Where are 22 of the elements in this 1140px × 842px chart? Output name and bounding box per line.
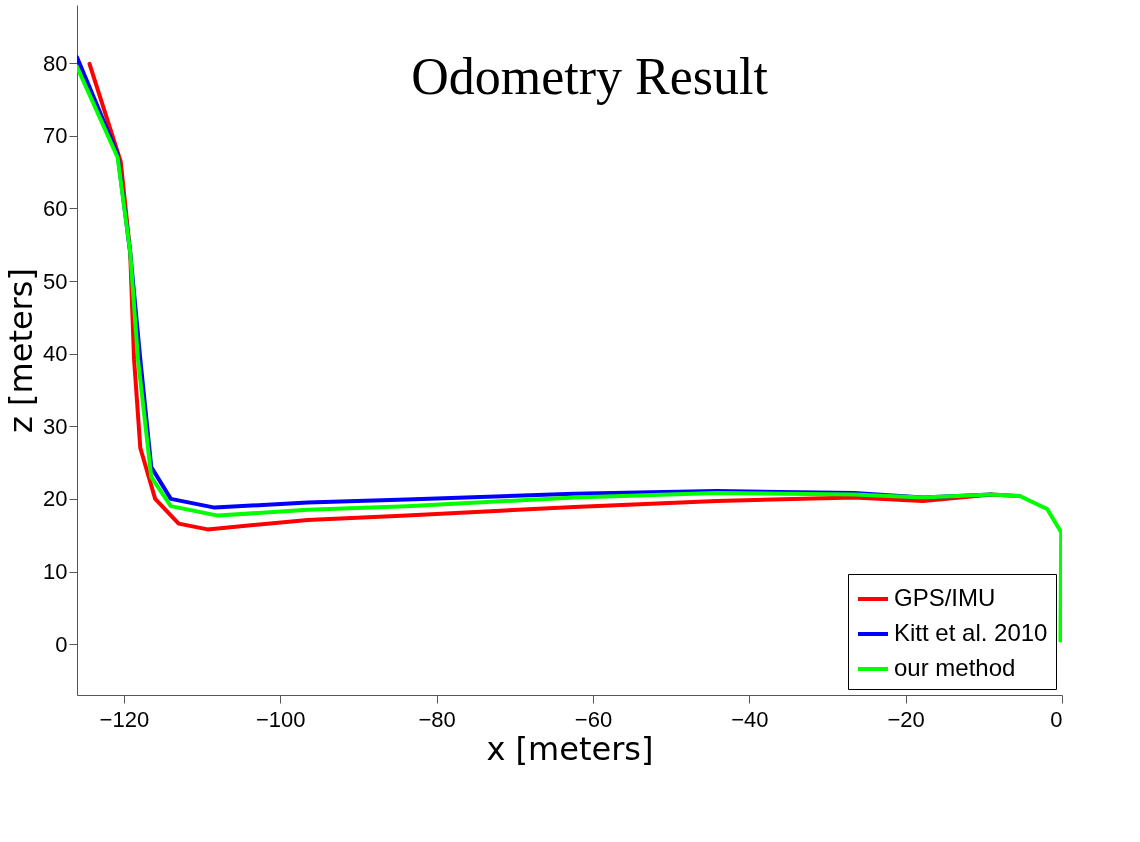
y-tick-label: 20	[43, 486, 68, 512]
y-tick-label: 60	[43, 195, 68, 221]
x-axis-title: x [meters]	[486, 729, 654, 768]
legend-label: our method	[894, 654, 1016, 681]
y-tick-label: 30	[43, 413, 68, 439]
y-tick-label: 40	[43, 341, 68, 367]
y-tick-label: 10	[43, 559, 68, 585]
legend-label: Kitt et al. 2010	[894, 619, 1048, 646]
text: Odometry Result	[411, 48, 769, 105]
y-tick-label: 50	[43, 268, 68, 294]
y-tick-label: 0	[55, 631, 68, 657]
x-tick-label: −100	[255, 706, 306, 732]
x-tick-label: −40	[731, 706, 769, 732]
y-axis-title: z [meters]	[2, 268, 41, 433]
x-tick-label: −20	[887, 706, 925, 732]
y-tick-label: 70	[43, 123, 68, 149]
y-tick-label: 80	[43, 50, 68, 76]
x-tick-label: 0	[1050, 706, 1063, 732]
x-tick-label: −120	[99, 706, 150, 732]
x-tick-label: −60	[574, 706, 613, 732]
x-tick-label: −80	[418, 706, 456, 732]
legend-label: GPS/IMU	[894, 584, 996, 611]
